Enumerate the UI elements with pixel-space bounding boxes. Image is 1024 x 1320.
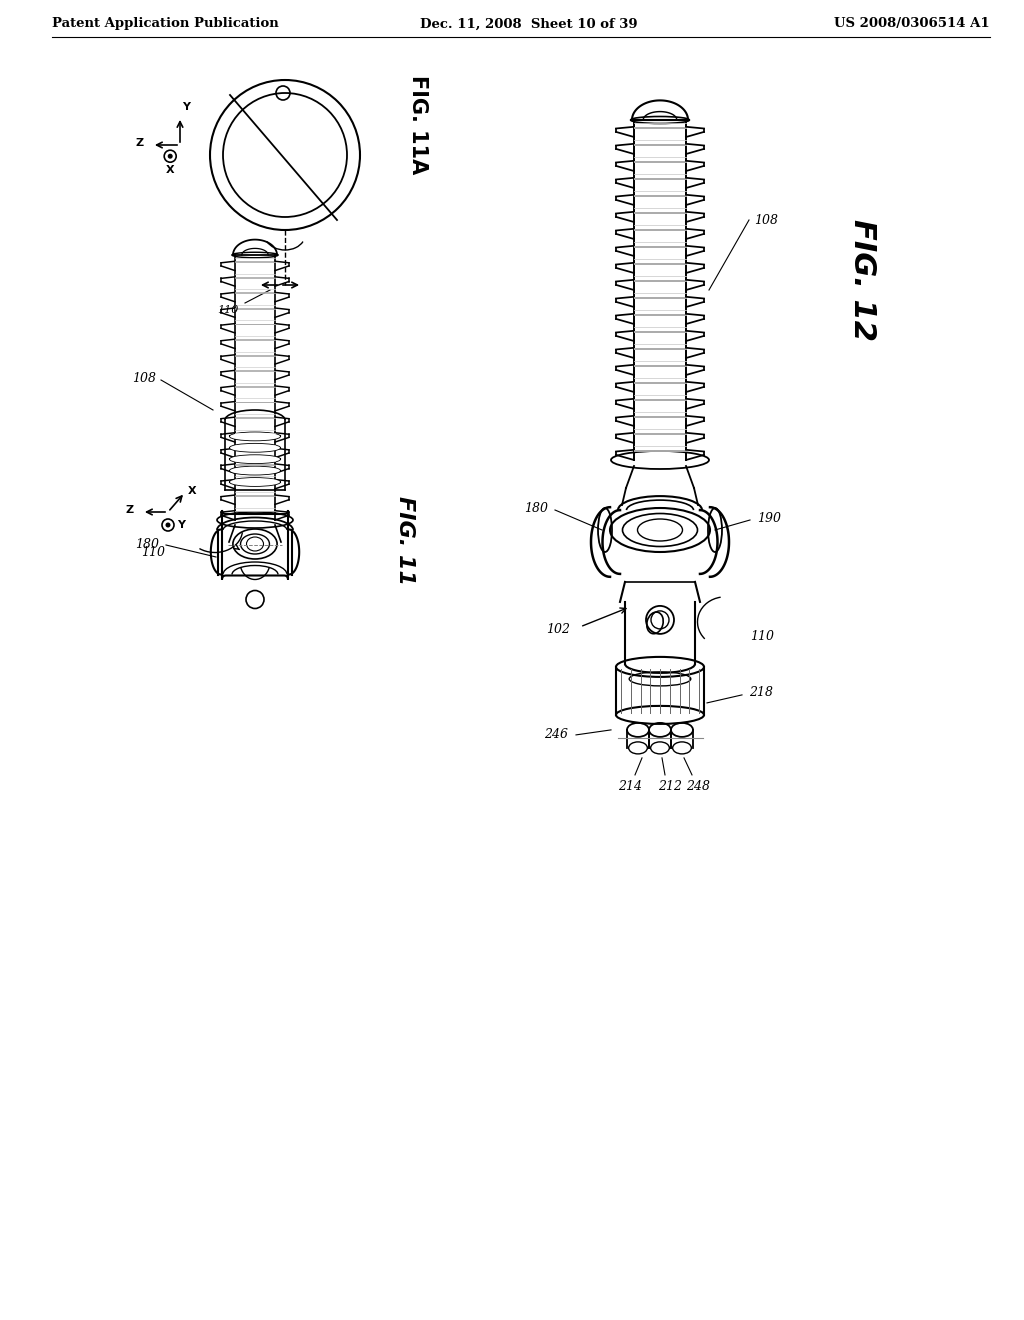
Text: 108: 108 (132, 371, 156, 384)
Text: 110: 110 (750, 631, 774, 643)
Text: FIG. 11A: FIG. 11A (408, 75, 428, 174)
Text: 212: 212 (658, 780, 682, 793)
Text: 248: 248 (686, 780, 710, 793)
Text: X: X (166, 165, 174, 176)
Text: Patent Application Publication: Patent Application Publication (52, 17, 279, 30)
Text: 108: 108 (754, 214, 778, 227)
Text: Y: Y (177, 520, 185, 531)
Ellipse shape (230, 466, 280, 475)
Text: X: X (187, 486, 197, 495)
Text: 110: 110 (217, 305, 239, 315)
Text: 180: 180 (135, 537, 159, 550)
Text: 190: 190 (757, 512, 781, 525)
Text: Dec. 11, 2008  Sheet 10 of 39: Dec. 11, 2008 Sheet 10 of 39 (420, 17, 638, 30)
Text: 180: 180 (524, 502, 548, 515)
Text: US 2008/0306514 A1: US 2008/0306514 A1 (835, 17, 990, 30)
Ellipse shape (230, 433, 280, 441)
Ellipse shape (230, 455, 280, 463)
Ellipse shape (230, 444, 280, 451)
Circle shape (166, 523, 170, 527)
Text: Y: Y (182, 102, 190, 112)
Text: 110: 110 (141, 545, 165, 558)
Text: Z: Z (126, 506, 134, 515)
Text: 102: 102 (546, 623, 570, 636)
Text: FIG. 11: FIG. 11 (395, 495, 415, 585)
Text: Z: Z (136, 139, 144, 148)
Text: 214: 214 (618, 780, 642, 793)
Ellipse shape (230, 478, 280, 486)
Text: 218: 218 (749, 686, 773, 700)
Text: FIG. 12: FIG. 12 (848, 219, 877, 341)
Circle shape (168, 154, 172, 158)
Text: 246: 246 (544, 729, 568, 742)
